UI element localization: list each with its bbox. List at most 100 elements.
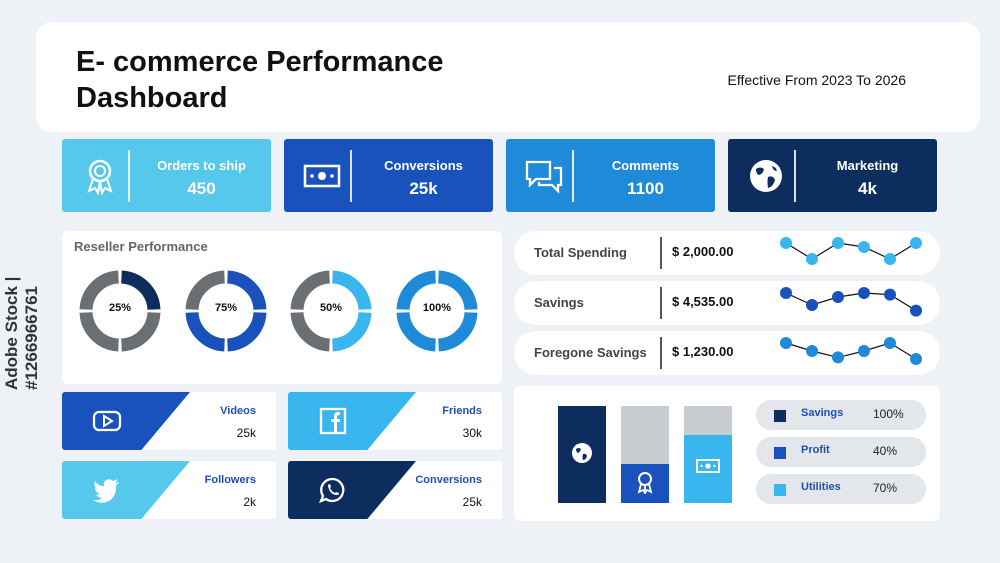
donut-segment xyxy=(79,270,120,311)
social-label: Conversions xyxy=(415,474,482,486)
donut-segment xyxy=(437,311,478,352)
social-card-followers[interactable]: Followers 2k xyxy=(62,461,276,519)
kpi-label: Orders to ship xyxy=(157,158,246,173)
cash-icon xyxy=(696,459,720,473)
kpi-card-orders[interactable]: Orders to ship 450 xyxy=(62,139,271,212)
legend-label: Utilities xyxy=(801,481,841,493)
sparkline xyxy=(780,287,922,317)
social-label: Friends xyxy=(442,405,482,417)
legend-value: 40% xyxy=(873,444,898,458)
donut-segment xyxy=(120,270,161,311)
level-bar xyxy=(684,406,732,503)
legend-item: Profit 40% xyxy=(756,437,926,467)
sparkline-point xyxy=(806,299,818,311)
kpi-value: 1100 xyxy=(627,179,664,198)
spending-label: Total Spending xyxy=(534,245,627,260)
page-subtitle: Effective From 2023 To 2026 xyxy=(727,72,906,88)
sparkline-point xyxy=(858,345,870,357)
legend-swatch xyxy=(774,410,786,422)
level-bar-fill xyxy=(621,464,669,503)
social-band xyxy=(62,392,190,450)
sparkline-point xyxy=(832,351,844,364)
social-label: Videos xyxy=(220,405,256,417)
reseller-performance-panel: Reseller Performance 25% 75% 50% 100% xyxy=(62,231,502,384)
sparkline xyxy=(780,337,922,365)
social-card-conversions[interactable]: Conversions 25k xyxy=(288,461,502,519)
spending-divider xyxy=(660,237,662,269)
kpi-divider xyxy=(128,150,130,202)
donut-segment xyxy=(290,270,331,311)
social-value: 2k xyxy=(243,495,256,509)
kpi-card-comments[interactable]: Comments 1100 xyxy=(506,139,715,212)
sparkline-line xyxy=(785,342,917,360)
kpi-card-conversions[interactable]: Conversions 25k xyxy=(284,139,493,212)
utilization-panel: Savings 100% Profit 40% Utilities 70% xyxy=(514,386,940,521)
kpi-divider xyxy=(350,150,352,202)
legend-value: 100% xyxy=(873,407,904,421)
donut-segment xyxy=(396,311,437,352)
sparkline-point xyxy=(858,241,870,253)
kpi-label: Comments xyxy=(611,158,680,173)
kpi-label: Conversions xyxy=(384,158,463,173)
kpi-label: Marketing xyxy=(836,158,899,173)
legend-item: Savings 100% xyxy=(756,400,926,430)
sparkline-point xyxy=(780,287,792,299)
donut-segment xyxy=(185,311,226,352)
donut-percent: 100% xyxy=(422,302,452,314)
globe-icon xyxy=(750,160,782,192)
legend-swatch xyxy=(774,484,786,496)
whatsapp-icon xyxy=(318,477,345,504)
legend-label: Profit xyxy=(801,444,830,456)
spending-value: $ 4,535.00 xyxy=(672,294,734,309)
donut-segment xyxy=(331,311,372,352)
sparkline-point xyxy=(910,304,922,317)
kpi-divider xyxy=(572,150,574,202)
donut-segment xyxy=(120,311,161,352)
sparkline-point xyxy=(910,353,922,365)
youtube-icon xyxy=(92,410,122,432)
level-bar xyxy=(558,406,606,503)
globe-icon xyxy=(572,443,592,463)
legend-value: 70% xyxy=(873,481,898,495)
donut-chart: 25% xyxy=(78,269,162,353)
donut-percent: 50% xyxy=(319,302,343,314)
sparkline-point xyxy=(832,237,844,249)
sparkline-point xyxy=(806,253,818,265)
donut-segment xyxy=(331,270,372,311)
twitter-icon xyxy=(93,479,119,503)
sparkline-point xyxy=(884,253,896,265)
donut-segment xyxy=(290,311,331,352)
sparkline-line xyxy=(785,292,917,312)
donut-segment xyxy=(79,311,120,352)
spending-row-savings: Savings $ 4,535.00 xyxy=(514,281,940,325)
cash-icon xyxy=(303,164,341,188)
donut-ring xyxy=(290,270,372,352)
donut-percent: 75% xyxy=(214,302,238,314)
donut-segment xyxy=(396,270,437,311)
social-value: 30k xyxy=(462,426,482,440)
header-card: E- commerce Performance Dashboard Effect… xyxy=(36,22,980,132)
donut-ring xyxy=(185,270,267,352)
donut-ring xyxy=(396,270,478,352)
side-watermark: Adobe Stock | #1266966761 xyxy=(2,276,41,390)
chat-icon xyxy=(525,160,563,194)
kpi-value: 4k xyxy=(858,179,877,198)
social-label: Followers xyxy=(204,474,256,486)
kpi-card-marketing[interactable]: Marketing 4k xyxy=(728,139,937,212)
page-title: E- commerce Performance Dashboard xyxy=(76,46,444,114)
spending-row-total: Total Spending $ 2,000.00 xyxy=(514,231,940,275)
facebook-icon xyxy=(319,407,347,435)
sparkline xyxy=(780,237,922,265)
donut-chart: 100% xyxy=(395,269,479,353)
social-card-videos[interactable]: Videos 25k xyxy=(62,392,276,450)
spending-row-foregone: Foregone Savings $ 1,230.00 xyxy=(514,331,940,375)
sparkline-point xyxy=(832,291,844,303)
spending-value: $ 2,000.00 xyxy=(672,244,734,259)
legend-label: Savings xyxy=(801,407,844,419)
kpi-value: 25k xyxy=(409,179,438,198)
donut-chart: 75% xyxy=(184,269,268,353)
social-value: 25k xyxy=(236,426,256,440)
social-card-friends[interactable]: Friends 30k xyxy=(288,392,502,450)
donut-chart: 50% xyxy=(289,269,373,353)
spending-label: Savings xyxy=(534,295,584,310)
